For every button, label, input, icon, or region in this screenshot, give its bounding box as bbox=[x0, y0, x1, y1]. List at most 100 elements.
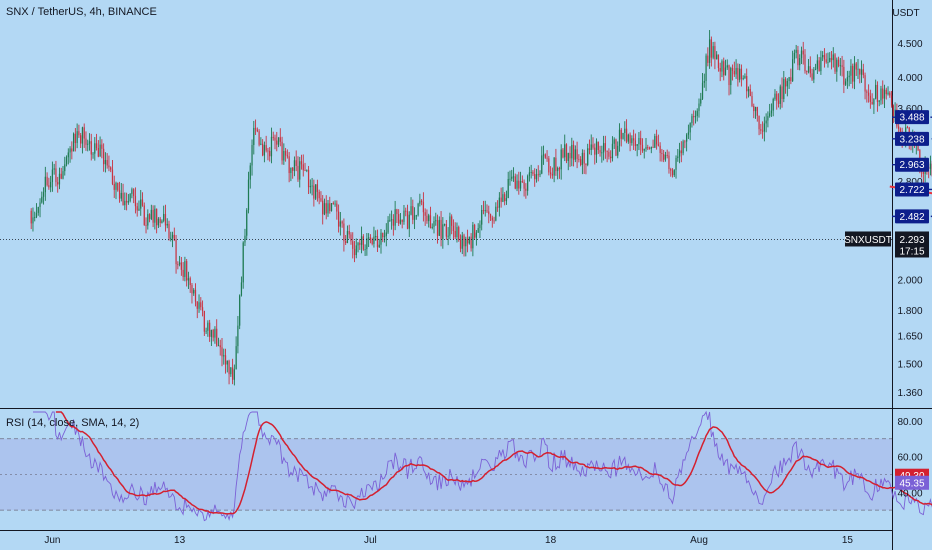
candle-body bbox=[383, 235, 386, 238]
candle-body bbox=[307, 169, 310, 188]
candle-body bbox=[231, 367, 234, 380]
candle-body bbox=[521, 181, 523, 183]
candle-body bbox=[311, 185, 313, 187]
candle-body bbox=[779, 86, 781, 104]
candle-body bbox=[698, 103, 700, 111]
candle-body bbox=[369, 237, 372, 240]
candle-body bbox=[629, 134, 631, 143]
candle-body bbox=[723, 61, 725, 76]
candle-body bbox=[581, 152, 584, 165]
candle-body bbox=[177, 264, 179, 266]
candle-body bbox=[30, 210, 32, 224]
candle-body bbox=[525, 188, 527, 191]
candle-body bbox=[663, 153, 665, 160]
candle-body bbox=[716, 54, 718, 60]
candle-body bbox=[788, 77, 790, 82]
current-price-badge bbox=[895, 231, 929, 258]
candle-body bbox=[843, 66, 845, 85]
time-tick-label: 18 bbox=[545, 535, 557, 546]
candle-body bbox=[802, 50, 804, 55]
candle-body bbox=[700, 98, 702, 104]
candle-body bbox=[161, 220, 163, 223]
candle-body bbox=[814, 68, 817, 70]
candle-body bbox=[793, 52, 796, 60]
candle-body bbox=[588, 148, 591, 150]
candle-body bbox=[419, 200, 421, 204]
candle-body bbox=[848, 75, 850, 78]
candle-body bbox=[509, 178, 511, 180]
rsi-ma-line bbox=[55, 411, 932, 515]
candle-body bbox=[180, 262, 182, 270]
candle-body bbox=[150, 209, 152, 220]
candle-body bbox=[548, 158, 550, 173]
candle-body bbox=[583, 152, 585, 164]
candle-body bbox=[359, 242, 361, 245]
candle-body bbox=[322, 200, 324, 215]
candle-body bbox=[104, 160, 107, 165]
candle-body bbox=[219, 345, 221, 348]
candle-body bbox=[405, 210, 407, 212]
candle-body bbox=[474, 224, 476, 238]
time-tick-label: Jul bbox=[364, 535, 377, 546]
candle-body bbox=[505, 198, 508, 202]
candle-body bbox=[841, 65, 843, 67]
candle-body bbox=[806, 71, 808, 73]
candle-body bbox=[240, 282, 243, 296]
candle-body bbox=[712, 46, 714, 58]
candle-body bbox=[186, 261, 188, 281]
rsi-value-badge bbox=[895, 475, 929, 490]
candle-body bbox=[454, 230, 456, 238]
candle-body bbox=[366, 238, 368, 250]
candle-body bbox=[594, 147, 596, 155]
candle-body bbox=[555, 157, 557, 172]
candle-body bbox=[710, 39, 712, 58]
candle-body bbox=[631, 138, 633, 143]
candle-body bbox=[345, 241, 347, 244]
candle-body bbox=[482, 210, 485, 211]
chart-title: SNX / TetherUS, 4h, BINANCE bbox=[6, 6, 157, 18]
candle-body bbox=[300, 161, 303, 165]
candle-body bbox=[57, 182, 59, 185]
candle-body bbox=[456, 227, 458, 238]
price-tick-label: 4.500 bbox=[897, 39, 922, 50]
candle-body bbox=[299, 161, 301, 180]
candle-body bbox=[693, 116, 695, 118]
candle-body bbox=[822, 55, 824, 58]
candle-body bbox=[717, 54, 720, 69]
symbol-badge bbox=[845, 231, 891, 247]
candle-body bbox=[117, 182, 119, 191]
candle-body bbox=[297, 165, 299, 180]
candle-body bbox=[343, 223, 345, 242]
candle-body bbox=[336, 203, 338, 212]
candle-body bbox=[576, 149, 578, 159]
candle-body bbox=[504, 194, 506, 202]
candle-body bbox=[413, 215, 416, 220]
candle-body bbox=[477, 228, 479, 233]
candle-body bbox=[242, 242, 244, 283]
candle-body bbox=[60, 173, 62, 179]
candle-body bbox=[323, 203, 326, 215]
candle-body bbox=[827, 62, 829, 63]
candle-body bbox=[730, 68, 732, 86]
candle-body bbox=[606, 150, 608, 152]
candle-body bbox=[799, 58, 801, 66]
candle-body bbox=[749, 88, 751, 96]
candle-body bbox=[837, 59, 840, 66]
candle-body bbox=[235, 346, 237, 370]
candle-body bbox=[585, 163, 587, 165]
candle-body bbox=[873, 98, 875, 105]
candle-body bbox=[50, 181, 52, 188]
candle-body bbox=[472, 224, 474, 249]
candle-body bbox=[871, 101, 873, 105]
candle-body bbox=[403, 210, 405, 222]
candle-body bbox=[445, 224, 447, 237]
candle-body bbox=[670, 169, 672, 171]
candle-body bbox=[889, 92, 891, 96]
candle-body bbox=[491, 217, 493, 221]
candle-body bbox=[691, 116, 693, 124]
symbol-label: SNXUSDT bbox=[844, 235, 892, 246]
candle-body bbox=[560, 149, 562, 170]
candle-body bbox=[269, 150, 271, 157]
candle-body bbox=[636, 144, 638, 146]
candle-body bbox=[595, 141, 598, 155]
